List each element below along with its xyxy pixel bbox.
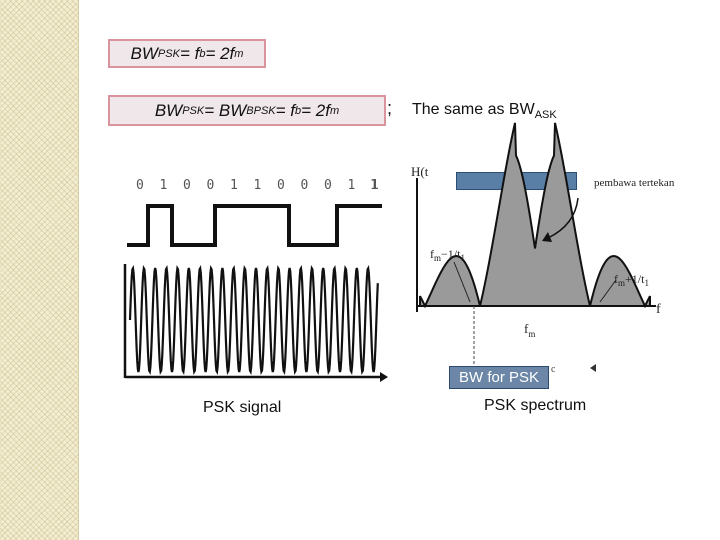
psk-spectrum-caption: PSK spectrum: [484, 397, 587, 414]
bit-label: 0: [277, 178, 285, 193]
spectrum-lobes: [419, 122, 651, 309]
carrier-pointer-head: [542, 232, 552, 242]
fm-minus-pointer: [453, 261, 471, 303]
decorative-side-strip: [0, 0, 79, 540]
digital-waveform: [127, 204, 382, 247]
same-as-ask-note: The same as BWASK: [412, 101, 557, 121]
bit-label: 0: [207, 178, 215, 193]
formula-text: BW: [154, 100, 183, 120]
formula-text: = f: [275, 100, 296, 120]
formula-sub: PSK: [157, 47, 180, 60]
bit-label: 1: [370, 178, 378, 193]
fm-plus-label: fm+1/t1: [614, 272, 649, 288]
fm-minus-label: fm−1/t1: [430, 247, 465, 263]
bit-label: 0: [183, 178, 191, 193]
formula-text: = 2f: [205, 43, 235, 63]
spectrum-y-label: H(t: [411, 164, 429, 179]
bw-for-psk-label: BW for PSK: [449, 366, 549, 389]
formula-sub: BPSK: [246, 104, 276, 117]
tiny-mark: c: [551, 364, 556, 375]
carrier-label: pembawa tertekan: [594, 177, 675, 189]
same-as-text: The same as BW: [412, 101, 535, 118]
bw-right-arrow-head: [590, 364, 596, 372]
formula-sub: PSK: [182, 104, 205, 117]
formula-text: = BW: [204, 100, 247, 120]
bit-label: 0: [136, 178, 144, 193]
formula-sub: b: [199, 47, 206, 60]
formula-text: BW: [130, 43, 158, 63]
formula-sub: m: [329, 104, 340, 117]
f-axis-label: f: [656, 302, 661, 317]
psk-modulated-waveform: [128, 265, 379, 375]
signal-axis-arrow: [380, 372, 388, 382]
bit-label: 0: [301, 178, 309, 193]
bit-label: 1: [160, 178, 168, 193]
bit-label: 1: [371, 178, 379, 193]
bit-label: 0: [324, 178, 332, 193]
psk-signal-caption: PSK signal: [203, 399, 282, 416]
fm-plus-pointer: [599, 279, 617, 303]
semicolon: ;: [387, 98, 393, 118]
fm-label: fm: [524, 321, 535, 339]
carrier-pointer: [547, 197, 579, 239]
bit-label: 1: [348, 178, 356, 193]
bit-label: 1: [230, 178, 238, 193]
formula-sub: b: [295, 104, 302, 117]
formula-sub: m: [234, 47, 244, 60]
bit-label: 1: [254, 178, 262, 193]
same-as-sub: ASK: [534, 109, 557, 122]
formula-text: = f: [179, 43, 200, 63]
formula-text: = 2f: [301, 100, 330, 120]
